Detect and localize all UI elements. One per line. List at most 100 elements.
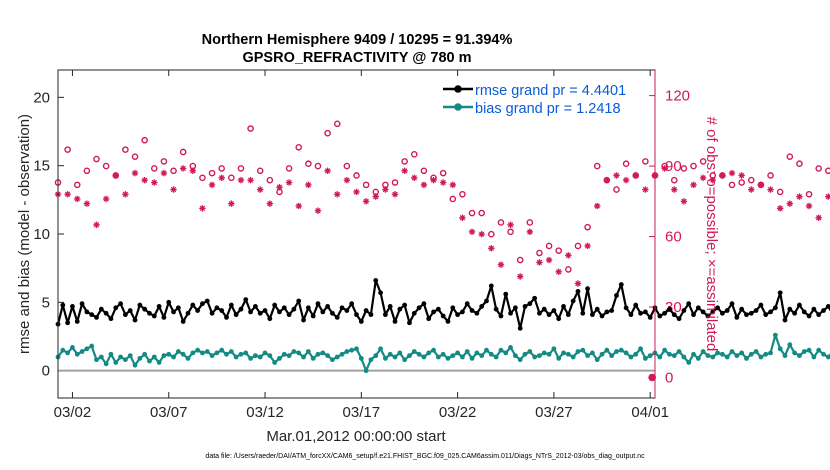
rmse-point bbox=[517, 325, 523, 331]
obs-possible-point bbox=[565, 266, 572, 273]
x-tick-label: 03/17 bbox=[343, 404, 381, 421]
rmse-point bbox=[344, 308, 350, 313]
obs-possible-point bbox=[449, 195, 457, 203]
rmse-point bbox=[686, 301, 692, 307]
bias-point bbox=[614, 349, 619, 354]
rmse-point bbox=[74, 319, 80, 324]
x-axis: 03/02 03/07 03/12 03/17 03/22 03/27 04/01 bbox=[54, 70, 669, 421]
left-axis-label: rmse and bias (model - observation) bbox=[16, 114, 33, 354]
x-tick-label: 03/12 bbox=[246, 404, 284, 421]
rmse-point bbox=[416, 305, 422, 311]
obs-possible-point bbox=[122, 146, 129, 153]
obs-assimilated-point bbox=[372, 193, 379, 200]
right-tick-label: 30 bbox=[665, 299, 682, 316]
rmse-point bbox=[474, 310, 480, 316]
bias-point bbox=[209, 353, 215, 359]
obs-assimilated-point bbox=[680, 198, 688, 205]
x-tick-label: 03/27 bbox=[535, 404, 573, 421]
bias-point bbox=[484, 347, 489, 353]
bias-point bbox=[89, 343, 95, 349]
bias-point bbox=[561, 350, 566, 356]
bias-point bbox=[739, 350, 745, 356]
rmse-point bbox=[334, 314, 340, 320]
obs-possible-point bbox=[468, 209, 476, 217]
bias-point bbox=[618, 347, 624, 353]
bias-point bbox=[720, 351, 725, 357]
obs-possible-point bbox=[776, 188, 784, 196]
obs-assimilated-point bbox=[382, 186, 389, 193]
rmse-point bbox=[667, 306, 672, 312]
bias-point bbox=[686, 360, 692, 365]
bias-point bbox=[132, 362, 138, 368]
bias-point bbox=[257, 354, 263, 360]
rmse-point bbox=[744, 312, 749, 318]
rmse-point bbox=[373, 278, 379, 283]
obs-possible-point bbox=[497, 219, 505, 226]
bias-point bbox=[821, 351, 826, 357]
rmse-point bbox=[228, 302, 234, 308]
bias-point bbox=[609, 353, 615, 359]
obs-assimilated-point bbox=[555, 268, 562, 275]
bias-point bbox=[772, 332, 778, 338]
rmse-point bbox=[305, 305, 311, 311]
bias-point bbox=[638, 346, 643, 352]
rmse-point bbox=[676, 316, 682, 322]
obs-assimilated-point bbox=[439, 179, 447, 186]
obs-assimilated-point bbox=[603, 176, 611, 184]
rmse-point bbox=[185, 310, 191, 316]
rmse-point bbox=[806, 313, 812, 319]
rmse-point bbox=[421, 301, 427, 307]
bias-point bbox=[440, 351, 446, 357]
bias-point bbox=[734, 353, 740, 359]
obs-possible-point bbox=[102, 162, 110, 170]
rmse-point bbox=[392, 319, 398, 324]
obs-possible-point bbox=[699, 158, 707, 165]
bias-point bbox=[551, 346, 557, 352]
rmse-point bbox=[638, 310, 643, 316]
rmse-point bbox=[118, 301, 123, 307]
chart-title-line1: Northern Hemisphere 9409 / 10295 = 91.39… bbox=[202, 32, 513, 48]
bias-point bbox=[349, 347, 355, 353]
bias-point bbox=[402, 357, 408, 363]
left-tick-label: 10 bbox=[33, 226, 50, 243]
rmse-point bbox=[493, 306, 499, 312]
bias-point bbox=[74, 351, 80, 357]
bias-point bbox=[474, 350, 480, 356]
obs-assimilated-point bbox=[305, 181, 312, 189]
rmse-point bbox=[233, 312, 239, 318]
rmse-point bbox=[262, 308, 268, 313]
rmse-point bbox=[190, 302, 196, 308]
legend-bias-marker bbox=[454, 103, 462, 111]
rmse-point bbox=[156, 304, 162, 309]
rmse-point bbox=[281, 305, 287, 311]
obs-assimilated-point bbox=[574, 280, 582, 287]
obs-assimilated-point bbox=[83, 200, 91, 207]
obs-assimilated-point bbox=[449, 181, 456, 189]
rmse-point bbox=[691, 312, 696, 318]
bias-point bbox=[79, 349, 85, 354]
bias-point bbox=[320, 350, 326, 356]
obs-assimilated-point bbox=[661, 165, 668, 172]
obs-assimilated-point bbox=[699, 174, 707, 182]
bias-point bbox=[392, 354, 398, 360]
bias-point bbox=[580, 347, 586, 353]
bias-point bbox=[166, 351, 172, 357]
bias-point bbox=[806, 347, 812, 353]
rmse-point bbox=[219, 308, 225, 313]
bias-point bbox=[498, 347, 504, 353]
right-axis: 0 30 60 90 120 bbox=[649, 88, 690, 386]
rmse-point bbox=[431, 309, 436, 315]
obs-assimilated-point bbox=[488, 245, 495, 252]
rmse-point bbox=[277, 309, 282, 315]
obs-possible-point bbox=[622, 160, 630, 168]
bias-point bbox=[642, 355, 648, 361]
bias-point bbox=[508, 345, 513, 350]
obs-possible-point bbox=[237, 165, 245, 172]
bias-point bbox=[464, 349, 470, 354]
obs-possible-point bbox=[526, 219, 534, 226]
obs-possible-point bbox=[690, 162, 697, 170]
bias-point bbox=[450, 353, 456, 359]
rmse-point bbox=[94, 314, 99, 320]
obs-assimilated-point bbox=[468, 228, 476, 236]
